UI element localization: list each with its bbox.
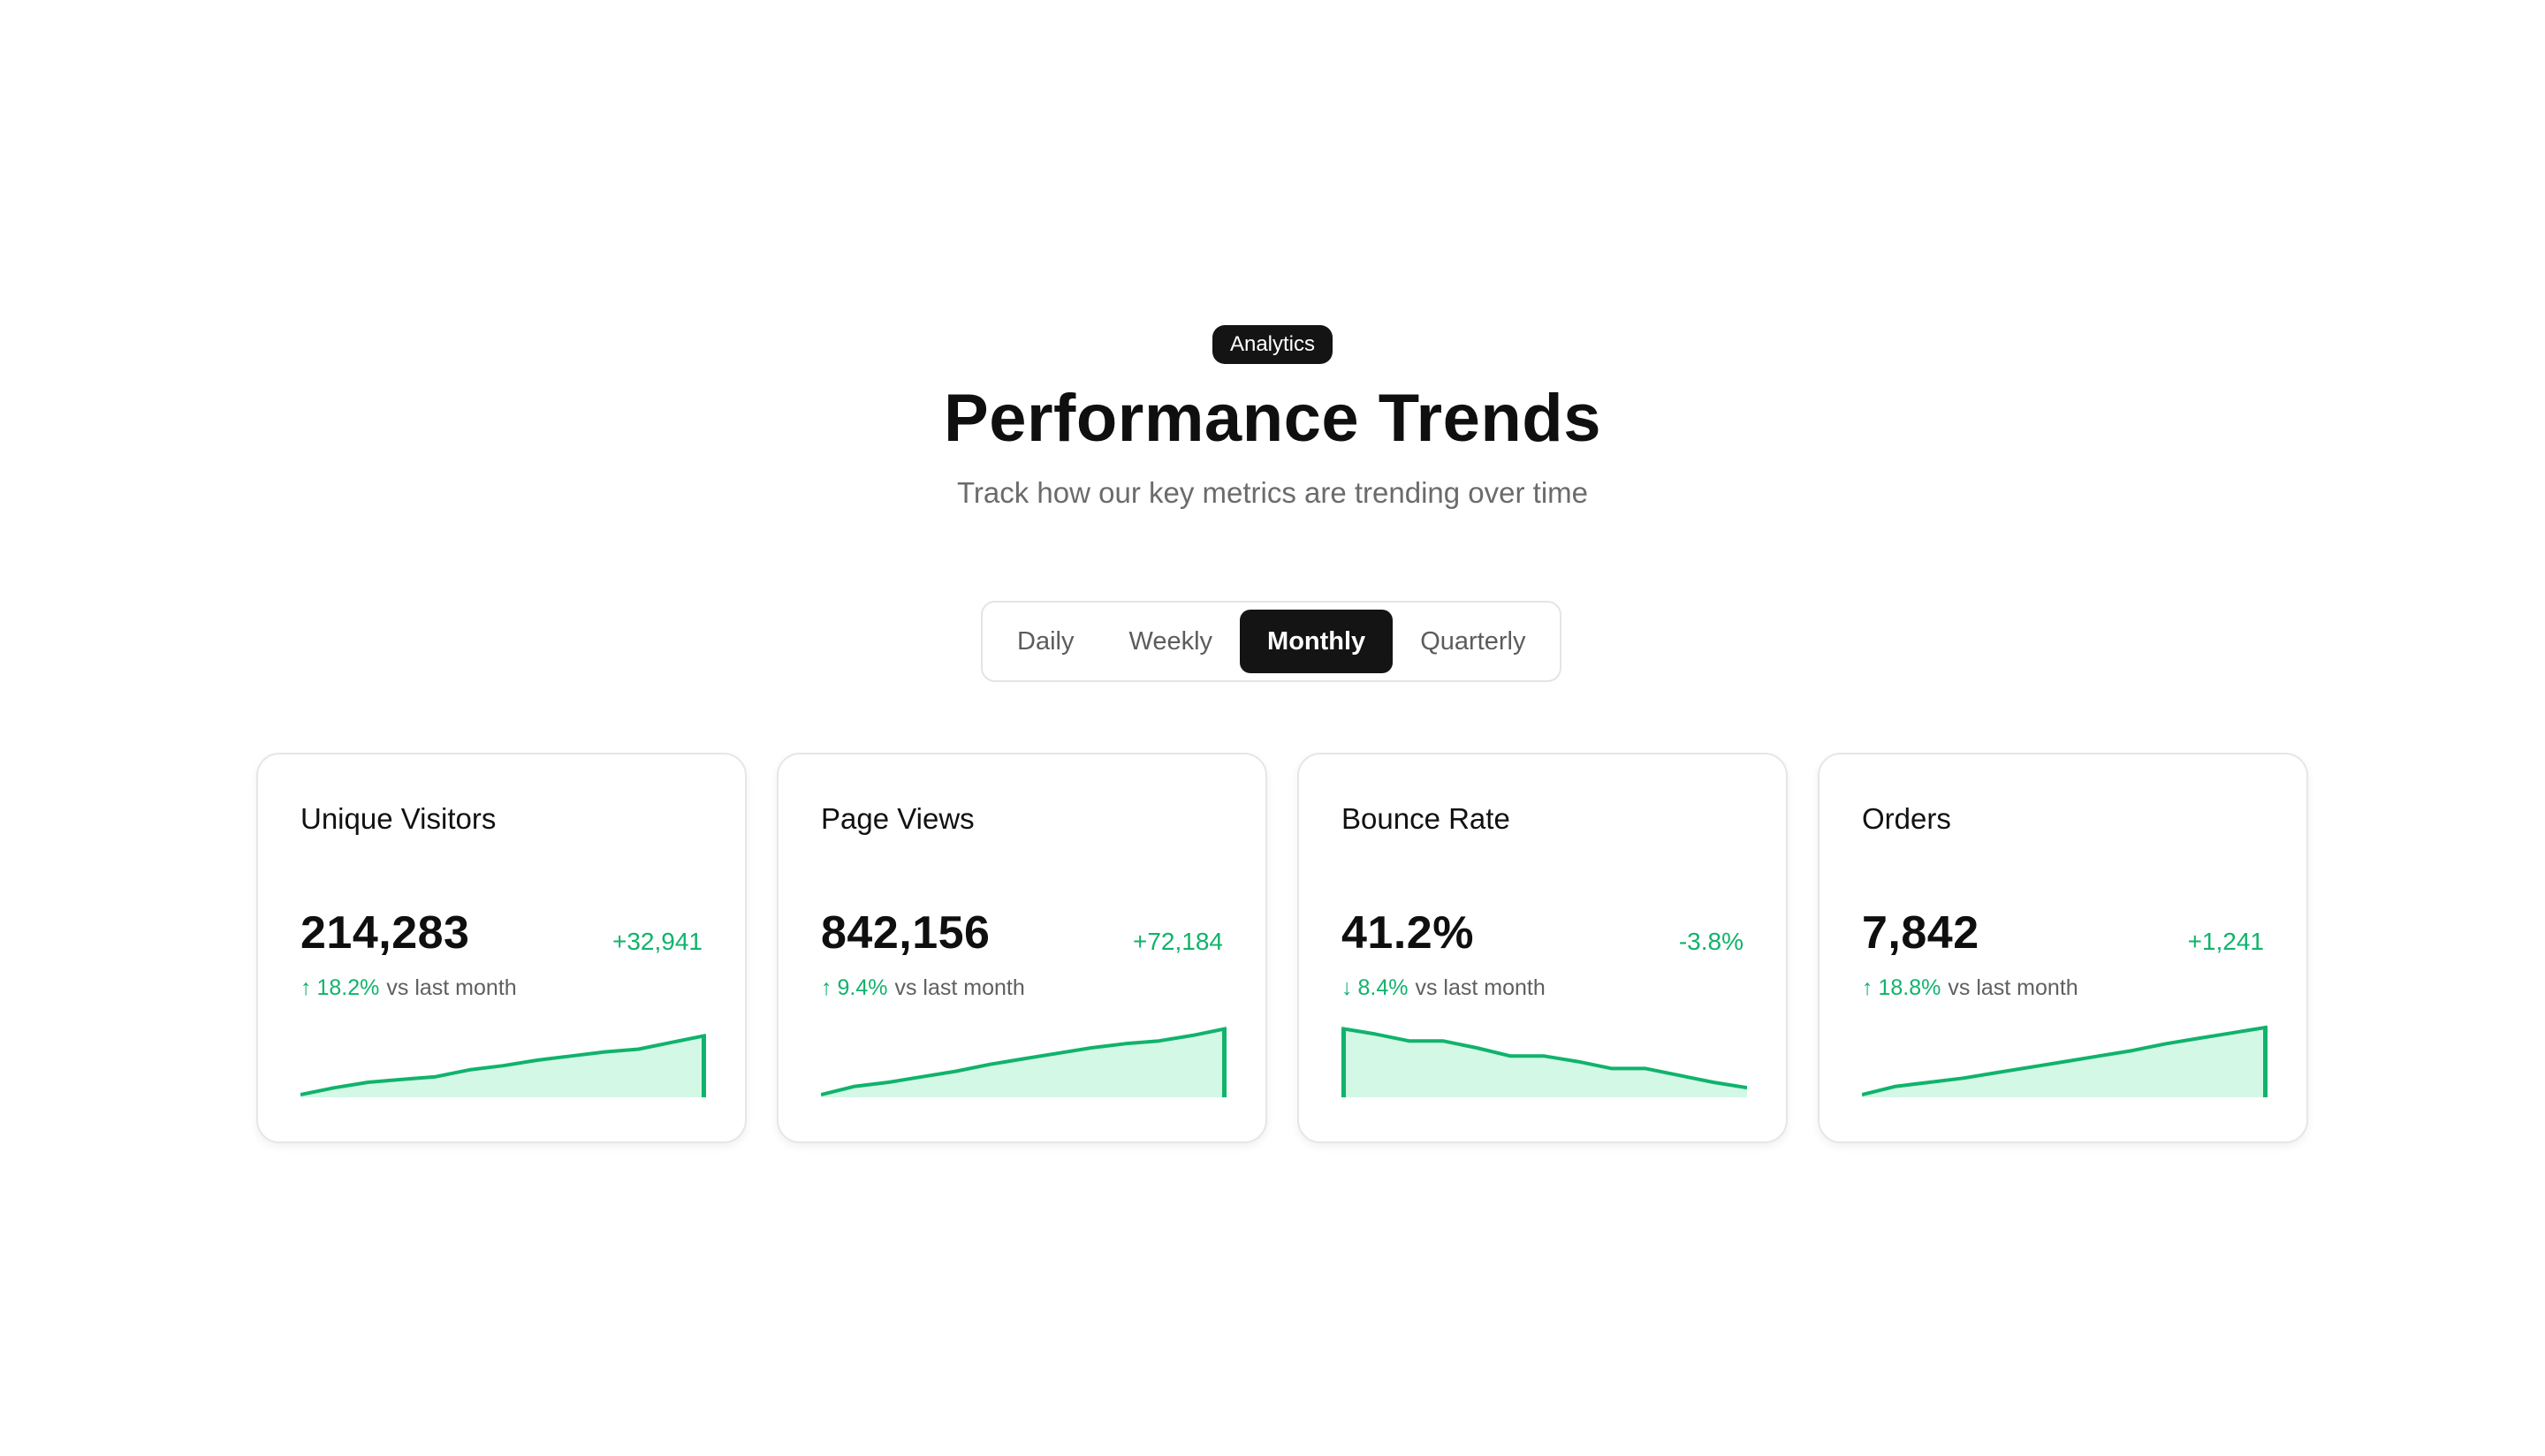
category-badge: Analytics bbox=[1212, 325, 1333, 364]
tab-monthly[interactable]: Monthly bbox=[1240, 610, 1394, 673]
metric-card-unique-visitors[interactable]: Unique Visitors 214,283 +32,941 ↑ 18.2% vs… bbox=[256, 753, 747, 1143]
metric-value: 842,156 bbox=[821, 907, 991, 959]
metric-change: ↑ 9.4% vs last month bbox=[821, 975, 1025, 1001]
metric-value: 41.2% bbox=[1341, 907, 1474, 959]
sparkline-line bbox=[1862, 1025, 2268, 1096]
tab-quarterly[interactable]: Quarterly bbox=[1420, 627, 1526, 656]
metric-comparison-label: vs last month bbox=[894, 975, 1025, 1000]
sparkline-area bbox=[821, 1028, 1227, 1097]
page-header: Analytics Performance Trends Track how o… bbox=[0, 325, 2545, 512]
period-tabs: Daily Weekly Monthly Quarterly bbox=[981, 601, 1562, 682]
tab-weekly[interactable]: Weekly bbox=[1128, 627, 1213, 656]
metric-delta: +72,184 bbox=[1133, 928, 1223, 955]
sparkline-chart bbox=[300, 1033, 706, 1097]
arrow-up-icon: ↑ bbox=[300, 975, 312, 1000]
metric-card-page-views[interactable]: Page Views 842,156 +72,184 ↑ 9.4% vs last … bbox=[777, 753, 1267, 1143]
sparkline-line bbox=[1341, 1027, 1747, 1090]
sparkline-chart bbox=[1341, 1027, 1747, 1097]
metric-change: ↑ 18.2% vs last month bbox=[300, 975, 517, 1001]
arrow-up-icon: ↑ bbox=[1862, 975, 1873, 1000]
metric-title: Unique Visitors bbox=[300, 802, 497, 835]
metric-change-percent: 18.8% bbox=[1878, 975, 1941, 1000]
arrow-up-icon: ↑ bbox=[821, 975, 832, 1000]
metric-delta: -3.8% bbox=[1678, 928, 1744, 955]
metric-card-bounce-rate[interactable]: Bounce Rate 41.2% -3.8% ↓ 8.4% vs last mon… bbox=[1297, 753, 1788, 1143]
metric-delta: +1,241 bbox=[2187, 928, 2264, 955]
metric-card-orders[interactable]: Orders 7,842 +1,241 ↑ 18.8% vs last month bbox=[1818, 753, 2308, 1143]
sparkline-chart bbox=[1862, 1025, 2268, 1097]
page-subtitle: Track how our key metrics are trending o… bbox=[956, 476, 1589, 509]
metric-change-percent: 9.4% bbox=[837, 975, 888, 1000]
metric-comparison-label: vs last month bbox=[1415, 975, 1546, 1000]
metric-value: 7,842 bbox=[1862, 907, 1979, 959]
sparkline-line bbox=[821, 1027, 1227, 1096]
arrow-down-icon: ↓ bbox=[1341, 975, 1353, 1000]
metric-delta: +32,941 bbox=[612, 928, 703, 955]
metric-comparison-label: vs last month bbox=[386, 975, 517, 1000]
tab-daily[interactable]: Daily bbox=[1017, 627, 1075, 656]
metric-comparison-label: vs last month bbox=[1948, 975, 2078, 1000]
metric-title: Bounce Rate bbox=[1341, 802, 1510, 835]
metric-cards: Unique Visitors 214,283 +32,941 ↑ 18.2% vs… bbox=[256, 753, 2308, 1143]
metric-title: Page Views bbox=[821, 802, 975, 835]
metric-value: 214,283 bbox=[300, 907, 470, 959]
metric-change-percent: 8.4% bbox=[1357, 975, 1409, 1000]
sparkline-area bbox=[1341, 1028, 1747, 1097]
page-title: Performance Trends bbox=[944, 381, 1601, 456]
metric-title: Orders bbox=[1862, 802, 1951, 835]
metric-change: ↓ 8.4% vs last month bbox=[1341, 975, 1546, 1001]
sparkline-chart bbox=[821, 1027, 1227, 1097]
metric-change: ↑ 18.8% vs last month bbox=[1862, 975, 2078, 1001]
metric-change-percent: 18.2% bbox=[316, 975, 380, 1000]
sparkline-line bbox=[300, 1033, 706, 1096]
